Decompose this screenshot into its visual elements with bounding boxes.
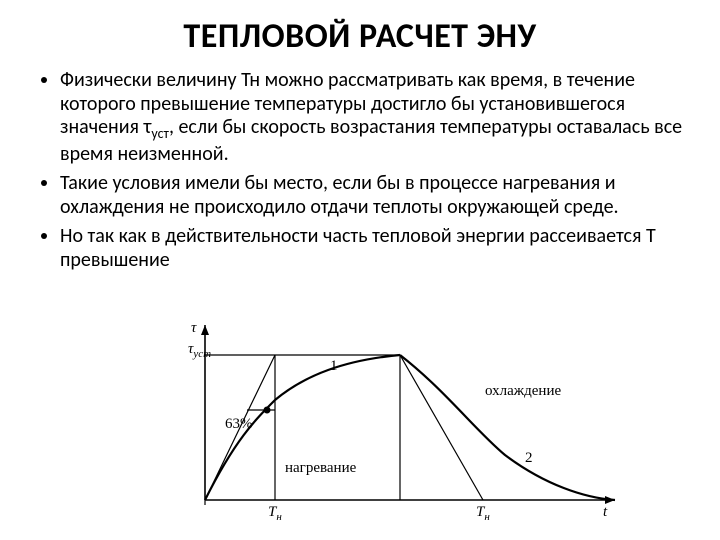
slide: ТЕПЛОВОЙ РАСЧЕТ ЭНУ Физически величину Т…: [0, 0, 720, 540]
figure-svg: τ t τуст 63% 1 2 нагревание охлаждение T…: [155, 300, 625, 530]
point63-dot: [264, 407, 271, 414]
heating-label: нагревание: [285, 460, 357, 476]
curve2-label: 2: [525, 450, 533, 466]
bullet-1: Физически величину Тн можно рассматриват…: [60, 69, 690, 166]
bullet-2: Такие условия имели бы место, если бы в …: [60, 172, 690, 219]
curve1-label: 1: [330, 358, 338, 374]
bullet-list: Физически величину Тн можно рассматриват…: [30, 69, 690, 273]
cooling-label: охлаждение: [485, 383, 561, 399]
cooling-tangent: [400, 355, 483, 500]
tn-right-label: Tн: [476, 504, 490, 523]
page-title: ТЕПЛОВОЙ РАСЧЕТ ЭНУ: [30, 16, 690, 57]
figure-container: τ t τуст 63% 1 2 нагревание охлаждение T…: [155, 300, 625, 530]
cooling-curve: [400, 355, 615, 500]
bullet-3: Но так как в действительности часть тепл…: [60, 225, 690, 272]
y-axis-arrow-icon: [201, 325, 209, 335]
x-axis-label: t: [603, 504, 608, 520]
tau-ust-label: τуст: [188, 341, 211, 360]
tn-left-label: Tн: [268, 504, 282, 523]
bullet-1-sub: уст: [151, 125, 169, 142]
y-axis-label: τ: [191, 320, 197, 336]
percent-label: 63%: [225, 416, 253, 432]
